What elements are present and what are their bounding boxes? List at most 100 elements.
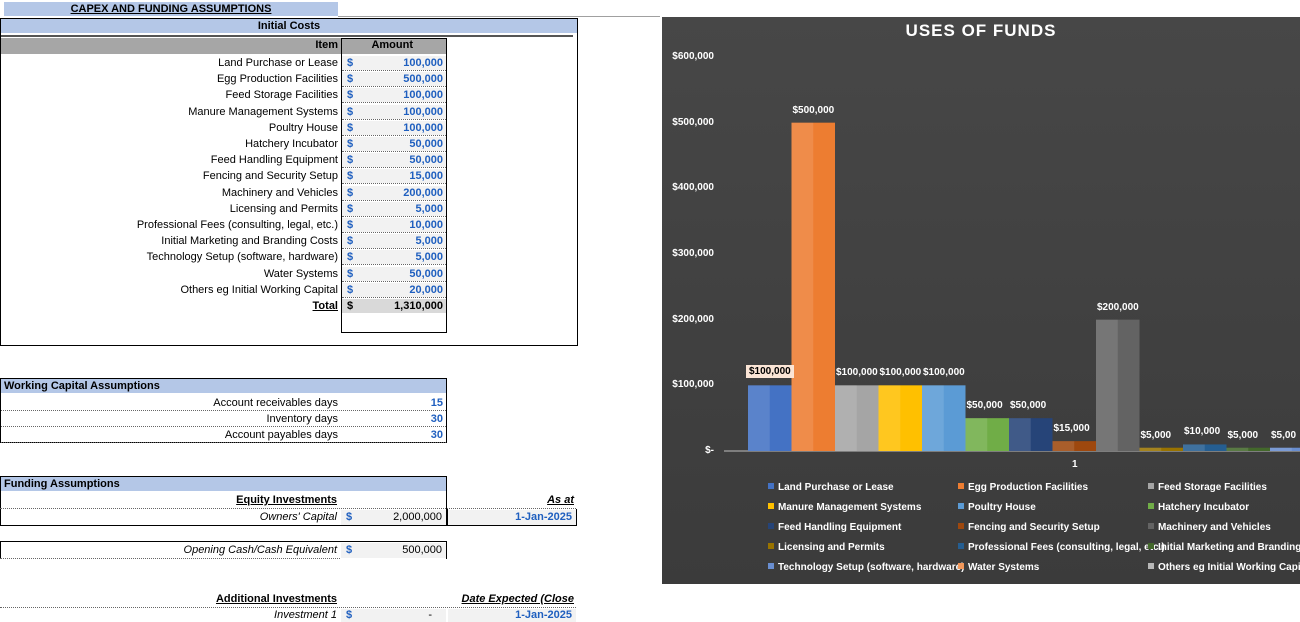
bar-value-label: $5,000 xyxy=(1140,429,1172,441)
bar-6[interactable] xyxy=(1009,418,1053,451)
cost-amount[interactable]: 10,000 xyxy=(409,219,443,231)
bar-10[interactable] xyxy=(1183,444,1227,451)
row-divider xyxy=(342,118,446,120)
legend-item[interactable]: Poultry House xyxy=(958,502,1036,513)
cost-row: Manure Management Systems $ 100,000 xyxy=(1,104,447,120)
initial-costs-header: Initial Costs xyxy=(1,19,577,33)
cost-amount[interactable]: 15,000 xyxy=(409,170,443,183)
legend-label: Hatchery Incubator xyxy=(1158,502,1250,513)
legend-item[interactable]: Initial Marketing and Branding C xyxy=(1148,542,1300,553)
wc-value[interactable]: 15 xyxy=(430,397,443,409)
cost-row: Others eg Initial Working Capital $ 20,0… xyxy=(1,282,447,298)
bar-12[interactable] xyxy=(1270,447,1300,451)
amount-shade xyxy=(342,185,446,200)
opening-cash-divider xyxy=(0,558,340,559)
bar-value-label: $100,000 xyxy=(923,367,965,379)
cost-amount[interactable]: 500,000 xyxy=(403,73,443,86)
legend-label: Technology Setup (software, hardware) xyxy=(778,562,965,573)
owners-capital-shade xyxy=(341,510,446,525)
bar-2[interactable] xyxy=(835,385,879,451)
legend-label: Poultry House xyxy=(968,502,1036,513)
cost-amount[interactable]: 100,000 xyxy=(403,105,443,118)
cost-amount[interactable]: 5,000 xyxy=(415,202,443,215)
wc-value[interactable]: 30 xyxy=(430,413,443,425)
cost-amount[interactable]: 50,000 xyxy=(409,138,443,150)
legend-swatch xyxy=(1148,503,1154,509)
legend-item[interactable]: Feed Storage Facilities xyxy=(1148,482,1267,493)
legend-swatch xyxy=(1148,483,1154,489)
bar-highlight xyxy=(1226,447,1249,451)
amount-shade xyxy=(342,250,446,265)
bar-11[interactable] xyxy=(1226,447,1271,451)
row-divider xyxy=(342,280,446,282)
bar-highlight xyxy=(1096,319,1118,451)
bar-7[interactable] xyxy=(1052,441,1097,451)
bar-5[interactable] xyxy=(965,418,1010,451)
cost-currency: $ xyxy=(347,219,354,231)
legend-item[interactable]: Professional Fees (consulting, legal, et… xyxy=(958,542,1165,553)
amount-shade xyxy=(342,234,446,249)
working-capital-header: Working Capital Assumptions xyxy=(1,379,446,393)
legend-swatch xyxy=(1148,543,1154,549)
cost-amount[interactable]: 50,000 xyxy=(409,154,443,167)
cost-item-label: Poultry House xyxy=(268,121,338,134)
cost-amount[interactable]: 100,000 xyxy=(403,121,443,134)
cost-row: Professional Fees (consulting, legal, et… xyxy=(1,217,447,233)
cost-amount[interactable]: 100,000 xyxy=(403,89,443,102)
row-divider xyxy=(342,86,446,88)
owners-date-border xyxy=(447,509,577,526)
owners-capital-label: Owners' Capital xyxy=(259,511,337,523)
cost-row: Feed Handling Equipment $ 50,000 xyxy=(1,152,447,169)
y-tick-label: $300,000 xyxy=(672,248,714,259)
cost-row: Poultry House $ 100,000 xyxy=(1,120,447,136)
bar-value-label: $100,000 xyxy=(746,365,794,379)
cost-amount[interactable]: 200,000 xyxy=(403,186,443,199)
cost-row: Water Systems $ 50,000 xyxy=(1,266,447,282)
equity-investments-label: Equity Investments xyxy=(236,494,337,506)
bar-4[interactable] xyxy=(922,385,966,451)
date-expected-label: Date Expected (Close xyxy=(461,593,574,605)
owners-date-shade xyxy=(448,510,576,525)
chart-plot xyxy=(724,122,1300,452)
bar-8[interactable] xyxy=(1096,319,1140,451)
bar-value-label: $5,00 xyxy=(1271,429,1297,441)
legend-item[interactable]: Water Systems xyxy=(958,562,1039,573)
investment1-date[interactable]: 1-Jan-2025 xyxy=(515,609,572,621)
opening-cash-value[interactable]: 500,000 xyxy=(402,544,442,556)
cost-amount[interactable]: 100,000 xyxy=(403,57,443,69)
owners-capital-value[interactable]: 2,000,000 xyxy=(393,511,442,523)
uses-of-funds-chart[interactable]: USES OF FUNDS $- $100,000 $200,000 $300,000… xyxy=(662,17,1300,584)
cost-amount[interactable]: 5,000 xyxy=(415,235,443,248)
bar-3[interactable] xyxy=(878,385,923,451)
legend-swatch xyxy=(768,543,774,549)
investment1-value[interactable]: - xyxy=(428,609,432,621)
cost-row: Fencing and Security Setup $ 15,000 xyxy=(1,168,447,185)
legend-item[interactable]: Others eg Initial Working Capita xyxy=(1148,562,1300,573)
total-currency: $ xyxy=(347,300,354,312)
legend-item[interactable]: Technology Setup (software, hardware) xyxy=(768,562,965,573)
opening-cash-currency: $ xyxy=(346,544,353,556)
row-divider xyxy=(342,151,446,152)
cost-amount[interactable]: 5,000 xyxy=(415,251,443,264)
legend-item[interactable]: Machinery and Vehicles xyxy=(1148,522,1271,533)
legend-item[interactable]: Fencing and Security Setup xyxy=(958,522,1100,533)
bar-9[interactable] xyxy=(1139,447,1184,451)
legend-item[interactable]: Hatchery Incubator xyxy=(1148,502,1249,513)
cost-amount[interactable]: 50,000 xyxy=(409,267,443,280)
bar-value-label: $200,000 xyxy=(1097,301,1139,313)
wc-value[interactable]: 30 xyxy=(430,429,443,441)
legend-item[interactable]: Manure Management Systems xyxy=(768,502,921,513)
bar-0[interactable] xyxy=(748,385,792,451)
legend-item[interactable]: Feed Handling Equipment xyxy=(768,522,901,533)
legend-item[interactable]: Licensing and Permits xyxy=(768,542,885,553)
legend-swatch xyxy=(958,543,964,549)
row-divider xyxy=(342,134,446,136)
bar-1[interactable] xyxy=(791,122,836,452)
owners-capital-date[interactable]: 1-Jan-2025 xyxy=(515,511,572,523)
legend-item[interactable]: Land Purchase or Lease xyxy=(768,482,894,493)
cost-currency: $ xyxy=(347,105,354,118)
cost-amount[interactable]: 20,000 xyxy=(409,283,443,296)
cost-item-label: Land Purchase or Lease xyxy=(218,57,338,69)
legend-item[interactable]: Egg Production Facilities xyxy=(958,482,1088,493)
bar-value-label: $100,000 xyxy=(836,367,878,379)
